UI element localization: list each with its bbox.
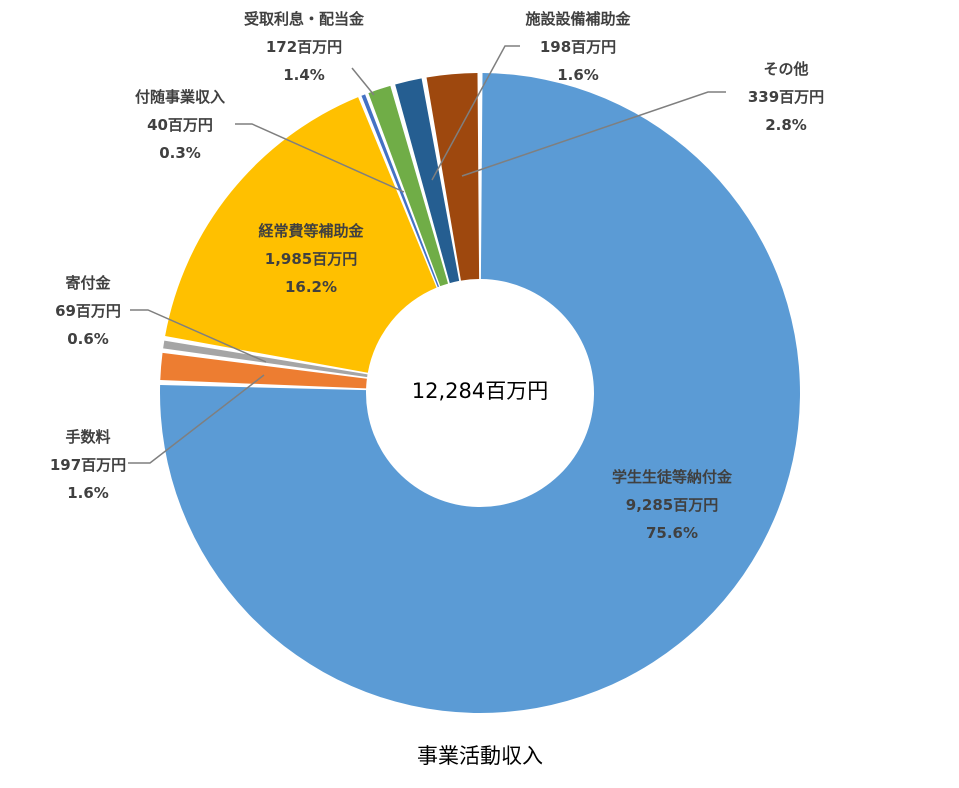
- slice-percent-label-0: 75.6%: [646, 524, 698, 542]
- center-total-label: 12,284百万円: [412, 379, 548, 403]
- slice-value-label-7: 339百万円: [748, 88, 824, 106]
- slices-layer: [159, 73, 801, 713]
- slice-2: [163, 340, 368, 378]
- slice-name-label-4: 付随事業収入: [135, 88, 225, 106]
- slice-percent-label-7: 2.8%: [765, 116, 807, 134]
- slice-value-label-0: 9,285百万円: [626, 496, 718, 514]
- slice-name-label-7: その他: [763, 60, 808, 78]
- slice-name-label-0: 学生生徒等納付金: [612, 468, 733, 486]
- slice-percent-label-6: 1.6%: [557, 66, 599, 84]
- slice-labels: 学生生徒等納付金 9,285百万円 75.6% 手数料 197百万円 1.6% 寄付金 69百…: [50, 10, 824, 542]
- slice-5: [368, 85, 449, 287]
- slice-6: [395, 78, 460, 284]
- slice-name-label-1: 手数料: [65, 428, 110, 446]
- leader-line-4: [235, 123, 405, 193]
- slice-value-label-5: 172百万円: [266, 38, 342, 56]
- slice-0: [159, 73, 801, 713]
- chart-title: 事業活動収入: [417, 744, 543, 768]
- slice-percent-label-2: 0.6%: [67, 330, 109, 348]
- slice-name-label-2: 寄付金: [65, 274, 111, 292]
- slice-3: [165, 97, 437, 373]
- slice-percent-label-1: 1.6%: [67, 484, 109, 502]
- slice-name-label-6: 施設設備補助金: [525, 10, 631, 28]
- leader-lines: [128, 45, 726, 464]
- slice-percent-label-4: 0.3%: [159, 144, 201, 162]
- slice-7: [426, 73, 480, 281]
- slice-value-label-3: 1,985百万円: [265, 250, 357, 268]
- slice-value-label-2: 69百万円: [55, 302, 121, 320]
- slice-1: [160, 352, 367, 389]
- slice-percent-label-3: 16.2%: [285, 278, 337, 296]
- leader-line-5: [351, 67, 375, 96]
- slice-percent-label-5: 1.4%: [283, 66, 325, 84]
- leader-line-7: [461, 91, 726, 177]
- slice-name-label-3: 経常費等補助金: [258, 222, 364, 240]
- leader-line-6: [431, 45, 520, 181]
- slice-value-label-1: 197百万円: [50, 456, 126, 474]
- leader-line-1: [128, 374, 265, 464]
- leader-line-2: [130, 309, 267, 363]
- slice-value-label-4: 40百万円: [147, 116, 213, 134]
- slice-name-label-5: 受取利息・配当金: [244, 10, 365, 28]
- slice-value-label-6: 198百万円: [540, 38, 616, 56]
